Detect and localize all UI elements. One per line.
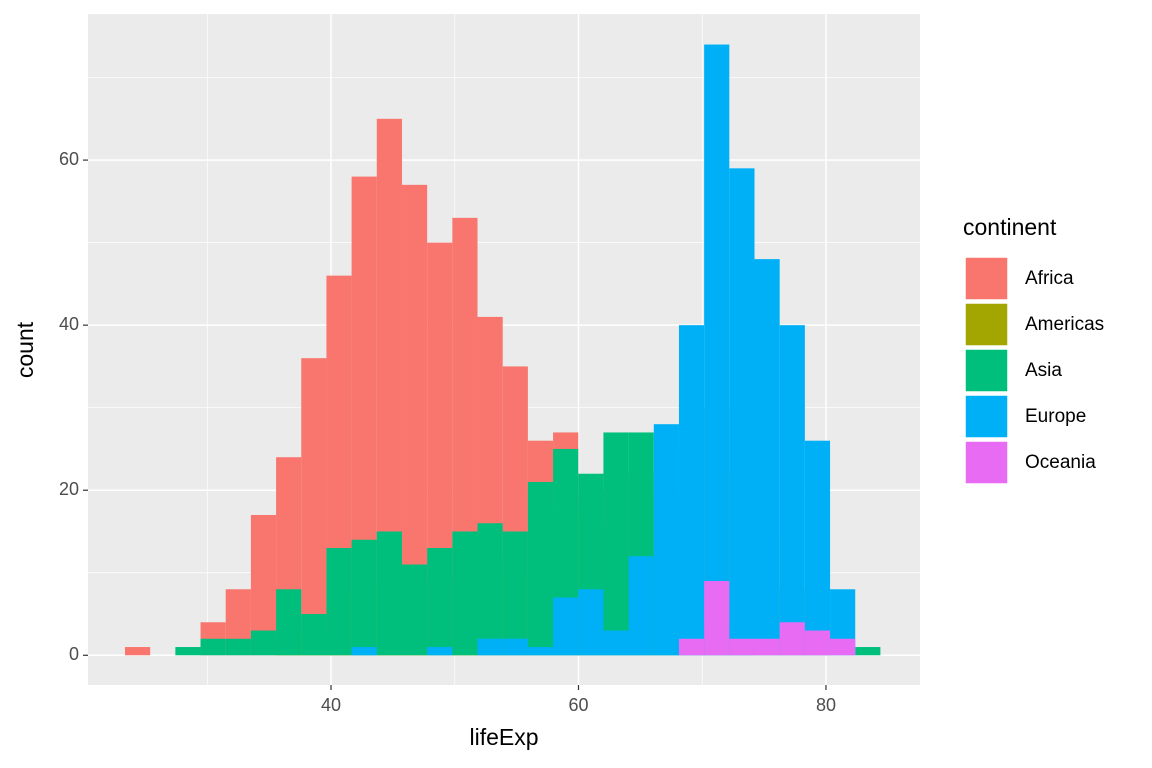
x-axis-title: lifeExp [469,724,538,750]
histogram-bar [830,638,856,656]
legend-label: Europe [1025,406,1086,427]
histogram-bar [200,638,226,656]
legend-key [964,256,1009,301]
y-tick-label: 60 [59,149,79,169]
histogram-bar [376,531,402,656]
histogram-bar [678,638,705,656]
y-tick-label: 0 [69,644,79,664]
histogram-bar [250,630,277,656]
x-tick-label: 80 [816,695,836,715]
histogram-bar [401,564,428,656]
histogram-bar [427,647,453,656]
histogram-bar [704,44,730,656]
histogram-bar [678,325,705,656]
y-tick-label: 40 [59,314,79,334]
histogram-bar [779,325,805,656]
legend-key [964,348,1009,393]
legend-key [964,394,1009,439]
histogram-bar [754,638,780,656]
histogram-bar [804,630,831,656]
histogram-bar [326,547,352,656]
histogram-bar [351,647,377,656]
y-tick-label: 20 [59,479,79,499]
x-tick-label: 40 [321,695,341,715]
legend-key [964,302,1009,347]
histogram-bar [729,638,755,656]
x-tick-label: 60 [568,695,588,715]
histogram-bar [603,630,629,656]
histogram-bar [477,638,503,656]
histogram-bar [553,597,579,656]
histogram-bar [729,168,755,656]
histogram-bar [502,638,528,656]
legend-key [964,440,1009,485]
histogram-bar [527,481,554,656]
histogram-bar [855,647,881,656]
histogram-bar [804,440,831,656]
histogram-bar [427,547,453,656]
histogram-bar [301,358,327,656]
histogram-bar [527,647,554,656]
legend-label: Oceania [1025,452,1096,473]
histogram-bar [175,647,201,656]
histogram-bar [628,556,654,656]
histogram-bar [301,614,327,656]
histogram-bar [276,589,302,656]
histogram-bar [124,647,151,656]
histogram-bar [452,531,478,656]
histogram-bar [477,523,503,656]
legend-label: Africa [1025,268,1074,289]
legend-label: Asia [1025,360,1062,381]
histogram-bar [578,589,604,656]
legend-title: continent [963,214,1057,240]
histogram-bar [704,581,730,656]
histogram-bar [502,531,528,656]
histogram-bar [603,432,629,656]
histogram-bar [225,638,251,656]
histogram-bar [754,259,780,656]
histogram-bar [653,424,679,656]
histogram-bar [779,622,805,656]
y-axis-title: count [12,321,38,378]
histogram-bar [351,539,377,656]
legend-label: Americas [1025,314,1104,335]
